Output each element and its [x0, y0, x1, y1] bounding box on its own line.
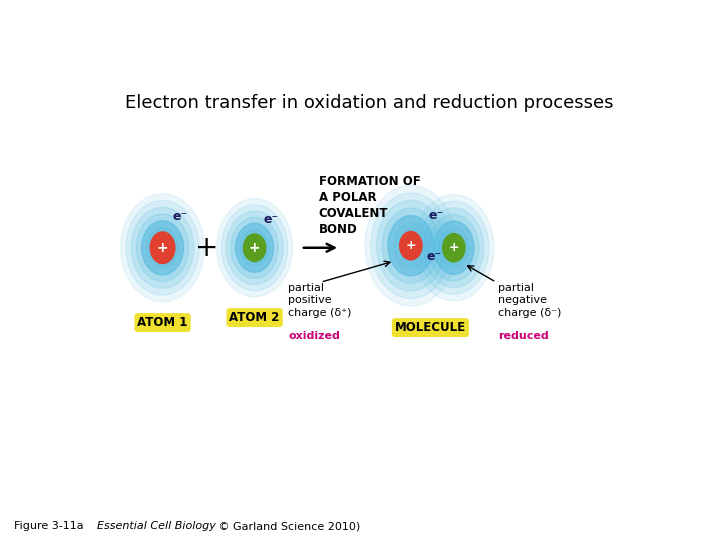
Text: e⁻: e⁻ — [264, 213, 279, 226]
Text: Figure 3-11a: Figure 3-11a — [14, 521, 91, 531]
Ellipse shape — [428, 214, 479, 281]
Ellipse shape — [152, 234, 173, 261]
Text: e⁻: e⁻ — [173, 210, 188, 223]
Ellipse shape — [418, 201, 489, 294]
Ellipse shape — [382, 208, 439, 284]
Text: Electron transfer in oxidation and reduction processes: Electron transfer in oxidation and reduc… — [125, 94, 613, 112]
Ellipse shape — [121, 194, 204, 302]
Text: © Garland Science 2010): © Garland Science 2010) — [215, 521, 360, 531]
Ellipse shape — [400, 232, 422, 260]
Text: +: + — [196, 234, 219, 262]
Ellipse shape — [423, 208, 484, 288]
Ellipse shape — [231, 217, 279, 279]
Ellipse shape — [414, 194, 494, 301]
Ellipse shape — [449, 241, 459, 254]
Ellipse shape — [388, 215, 433, 276]
Ellipse shape — [433, 221, 474, 274]
Ellipse shape — [433, 221, 474, 274]
Text: MOLECULE: MOLECULE — [395, 321, 466, 334]
Ellipse shape — [142, 221, 184, 275]
Ellipse shape — [222, 205, 288, 291]
Text: partial
negative
charge (δ⁻): partial negative charge (δ⁻) — [498, 283, 562, 318]
Ellipse shape — [235, 223, 274, 272]
Ellipse shape — [131, 207, 194, 288]
Ellipse shape — [226, 211, 283, 285]
Ellipse shape — [371, 193, 451, 299]
Ellipse shape — [245, 235, 264, 260]
Ellipse shape — [394, 223, 428, 268]
Text: Essential Cell Biology: Essential Cell Biology — [97, 521, 216, 531]
Ellipse shape — [217, 199, 292, 297]
Text: FORMATION OF
A POLAR
COVALENT
BOND: FORMATION OF A POLAR COVALENT BOND — [319, 175, 420, 236]
Ellipse shape — [400, 231, 423, 261]
Text: reduced: reduced — [498, 331, 549, 341]
Ellipse shape — [250, 241, 259, 254]
Text: e⁻: e⁻ — [428, 209, 444, 222]
Ellipse shape — [136, 214, 189, 281]
Ellipse shape — [240, 230, 269, 266]
Ellipse shape — [142, 221, 184, 275]
Ellipse shape — [150, 232, 175, 264]
Ellipse shape — [444, 234, 464, 261]
Text: ATOM 2: ATOM 2 — [230, 311, 280, 324]
Ellipse shape — [147, 227, 179, 268]
Text: e⁻: e⁻ — [426, 249, 441, 262]
Text: +: + — [157, 241, 168, 255]
Ellipse shape — [443, 234, 465, 262]
Ellipse shape — [377, 200, 445, 291]
Text: +: + — [249, 241, 261, 255]
Ellipse shape — [126, 200, 199, 295]
Ellipse shape — [157, 241, 168, 254]
Ellipse shape — [243, 234, 266, 261]
Ellipse shape — [388, 215, 433, 276]
Ellipse shape — [235, 223, 274, 272]
Text: +: + — [449, 241, 459, 254]
Text: oxidized: oxidized — [288, 331, 340, 341]
Text: +: + — [405, 239, 416, 252]
Ellipse shape — [438, 228, 469, 268]
Text: partial
positive
charge (δ⁺): partial positive charge (δ⁺) — [288, 283, 351, 318]
Ellipse shape — [365, 185, 456, 306]
Text: ATOM 1: ATOM 1 — [138, 316, 188, 329]
Ellipse shape — [405, 238, 417, 253]
